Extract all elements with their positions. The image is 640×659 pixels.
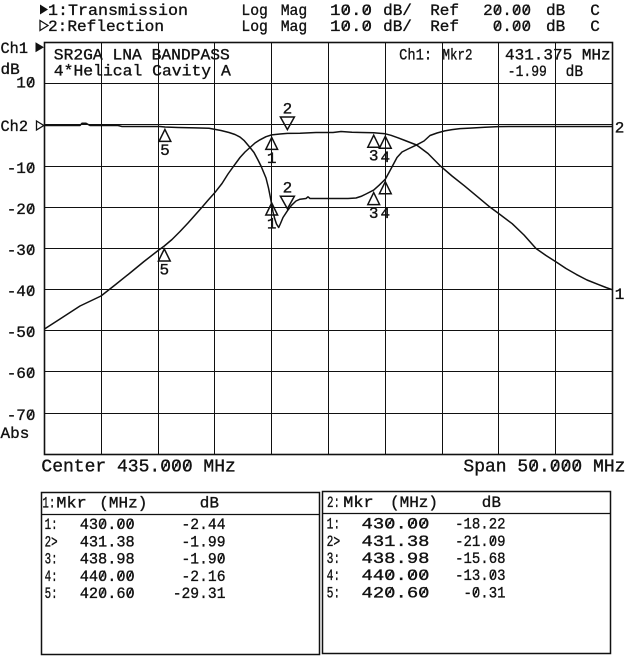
svg-text:Ref: Ref	[430, 2, 459, 20]
svg-text:dB: dB	[482, 494, 501, 512]
svg-text:Center 435.000 MHz: Center 435.000 MHz	[41, 458, 235, 478]
svg-text:3:: 3:	[327, 550, 341, 568]
svg-text:438.98: 438.98	[80, 551, 135, 569]
svg-text:-30: -30	[7, 242, 36, 260]
svg-text:10.0: 10.0	[330, 2, 372, 20]
svg-text:420.60: 420.60	[362, 584, 430, 602]
svg-text:Mag: Mag	[281, 18, 308, 36]
svg-text:-29.31: -29.31	[173, 585, 226, 603]
svg-text:(MHz): (MHz)	[99, 495, 147, 513]
svg-text:Mkr: Mkr	[343, 494, 373, 512]
svg-text:-13.03: -13.03	[455, 567, 505, 585]
svg-text:4:: 4:	[327, 567, 341, 585]
svg-text:1:Transmission: 1:Transmission	[48, 2, 188, 20]
svg-text:dB: dB	[566, 63, 584, 81]
svg-text:5: 5	[159, 262, 169, 280]
svg-text:-40: -40	[7, 283, 36, 301]
svg-text:Log: Log	[241, 18, 268, 36]
svg-text:2>: 2>	[327, 533, 341, 551]
svg-text:Mkr: Mkr	[56, 495, 86, 513]
svg-text:438.98: 438.98	[362, 550, 430, 568]
svg-text:-21.09: -21.09	[455, 533, 505, 551]
svg-text:-0.31: -0.31	[464, 584, 506, 602]
svg-text:dB: dB	[1, 61, 20, 79]
svg-text:430.00: 430.00	[362, 516, 430, 534]
svg-text:2: 2	[283, 180, 293, 198]
svg-text:1:: 1:	[42, 495, 55, 513]
svg-text:440.00: 440.00	[80, 568, 135, 586]
svg-text:4: 4	[380, 149, 390, 167]
svg-text:3: 3	[369, 148, 379, 166]
svg-text:2:Reflection: 2:Reflection	[48, 18, 164, 36]
svg-text:20.00: 20.00	[483, 2, 531, 20]
svg-text:430.00: 430.00	[80, 516, 135, 534]
svg-text:dB: dB	[546, 18, 565, 36]
svg-text:-20: -20	[7, 201, 36, 219]
svg-text:C: C	[590, 2, 600, 20]
svg-text:2>: 2>	[45, 533, 58, 551]
svg-text:431.38: 431.38	[80, 533, 135, 551]
svg-text:Ch2: Ch2	[1, 118, 29, 136]
svg-text:431.375 MHz: 431.375 MHz	[505, 47, 611, 65]
svg-text:dB: dB	[200, 495, 219, 513]
svg-text:1:: 1:	[45, 516, 58, 534]
svg-text:-1.99: -1.99	[508, 63, 547, 81]
svg-text:2: 2	[283, 101, 293, 119]
svg-text:-15.68: -15.68	[455, 550, 505, 568]
svg-text:Span 50.000 MHz: Span 50.000 MHz	[463, 458, 625, 478]
svg-text:-50: -50	[7, 324, 36, 342]
svg-text:-2.16: -2.16	[182, 568, 226, 586]
svg-text:1: 1	[267, 150, 277, 168]
svg-text:dB/: dB/	[383, 2, 412, 20]
svg-text:4*Helical Cavity A: 4*Helical Cavity A	[54, 63, 231, 81]
svg-text:SR2GA LNA BANDPASS: SR2GA LNA BANDPASS	[54, 47, 230, 65]
svg-text:C: C	[590, 18, 600, 36]
svg-text:5:: 5:	[45, 585, 58, 603]
svg-text:10: 10	[16, 75, 35, 93]
svg-text:420.60: 420.60	[80, 585, 135, 603]
svg-text:Ch1: Ch1	[1, 40, 29, 58]
svg-text:-10: -10	[7, 160, 36, 178]
svg-text:Ref: Ref	[430, 18, 459, 36]
svg-text:1: 1	[267, 216, 277, 234]
svg-text:5:: 5:	[327, 584, 341, 602]
svg-text:431.38: 431.38	[362, 533, 430, 551]
svg-text:3: 3	[369, 205, 379, 223]
svg-text:dB: dB	[546, 2, 565, 20]
svg-text:(MHz): (MHz)	[390, 494, 438, 512]
svg-text:1: 1	[615, 286, 625, 304]
svg-text:10.0: 10.0	[330, 18, 372, 36]
svg-text:440.00: 440.00	[362, 567, 430, 585]
svg-text:Abs: Abs	[1, 425, 30, 443]
svg-text:1:: 1:	[327, 516, 341, 534]
svg-text:-18.22: -18.22	[455, 516, 505, 534]
svg-text:-1.99: -1.99	[182, 533, 226, 551]
svg-text:-1.90: -1.90	[182, 551, 226, 569]
svg-text:-70: -70	[7, 407, 36, 425]
svg-text:2: 2	[615, 120, 625, 138]
svg-text:4: 4	[380, 205, 390, 223]
svg-text:Mag: Mag	[281, 2, 308, 20]
svg-text:Log: Log	[241, 2, 268, 20]
svg-text:Mkr2: Mkr2	[443, 47, 473, 65]
svg-text:2:: 2:	[327, 494, 340, 512]
svg-text:-2.44: -2.44	[182, 516, 226, 534]
svg-text:5: 5	[160, 142, 170, 160]
svg-text:0.00: 0.00	[493, 18, 531, 36]
svg-text:4:: 4:	[45, 568, 58, 586]
svg-text:dB/: dB/	[383, 18, 412, 36]
svg-text:3:: 3:	[45, 551, 58, 569]
svg-text:-60: -60	[7, 365, 36, 383]
svg-text:Ch1:: Ch1:	[399, 47, 432, 65]
